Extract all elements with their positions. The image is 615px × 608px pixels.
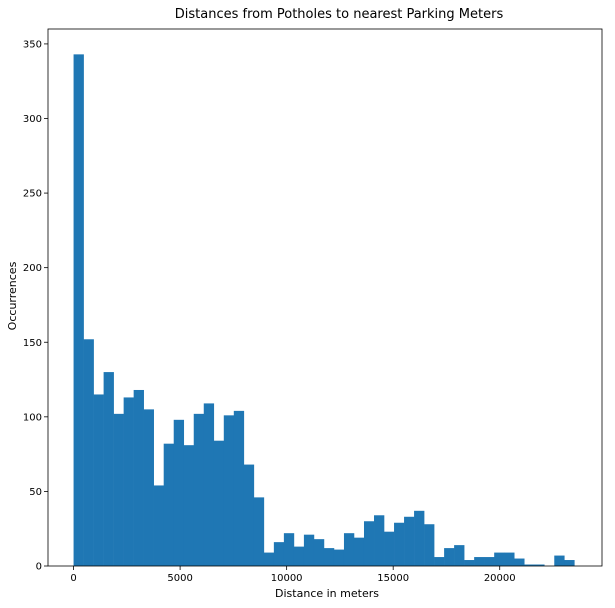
histogram-bar [163,443,175,566]
histogram-bar [153,485,164,566]
histogram-bar [353,537,365,566]
histogram-bar [363,521,375,566]
x-tick-label: 20000 [484,573,516,584]
histogram-bar [424,524,435,566]
histogram-bar [193,413,205,566]
histogram-bar [464,560,475,566]
histogram-bar [534,564,545,566]
histogram-bar [213,440,225,566]
bars-group [73,54,575,567]
histogram-bar [83,339,94,566]
histogram-bar [484,557,495,566]
plot-frame [47,28,603,567]
histogram-bar [143,409,154,567]
histogram-bar [524,564,535,566]
y-axis-label: Occurrences [6,261,19,330]
x-axis-label: Distance in meters [275,587,379,600]
histogram-bar [223,415,235,566]
histogram-bar [554,555,565,566]
histogram-bar [313,539,325,566]
histogram-bar [414,510,425,566]
histogram-bar [253,497,265,566]
y-tick-label: 0 [36,562,42,573]
histogram-bar [173,419,185,566]
x-tick-label: 10000 [271,573,303,584]
histogram-bar [434,557,445,566]
x-tick-label: 15000 [377,573,409,584]
y-tick-label: 350 [23,39,42,50]
y-tick-label: 200 [23,263,42,274]
histogram-bar [233,410,245,566]
histogram-bar [474,557,485,566]
histogram-bar [93,394,104,566]
y-tick-label: 100 [23,412,42,423]
x-tick-label: 0 [70,573,76,584]
x-tick-label: 5000 [167,573,192,584]
histogram-bar [504,552,515,566]
y-tick-label: 250 [23,189,42,200]
histogram-bar [203,403,215,566]
histogram-bar [113,413,124,566]
histogram-bar [404,516,415,566]
y-ticks-group: 0 50 100 150 200 250 300 350 [23,39,48,573]
y-tick-label: 50 [29,487,42,498]
histogram-bar [323,548,335,566]
histogram-bar [333,549,345,566]
histogram-bar [133,389,144,566]
chart-title: Distances from Potholes to nearest Parki… [175,7,504,22]
histogram-bar [444,548,455,566]
histogram-bar [384,531,395,566]
x-ticks-group: 0 5000 10000 15000 20000 [70,566,516,584]
histogram-bar [303,534,315,566]
histogram-bar [293,546,305,566]
histogram-bar [283,533,295,566]
histogram-bar [73,54,84,567]
histogram-bar [343,533,355,566]
histogram-bar [273,542,285,566]
histogram-bar [183,445,195,566]
histogram-bar [123,397,134,566]
histogram-bar [514,558,525,566]
histogram-bar [103,372,114,566]
histogram-bar [374,515,385,566]
histogram-bar [564,560,575,566]
histogram-bar [454,545,465,566]
histogram-bar [243,464,255,566]
y-tick-label: 300 [23,114,42,125]
histogram-bar [394,522,405,566]
histogram-bar [494,552,505,566]
histogram-bar [263,552,275,566]
y-tick-label: 150 [23,338,42,349]
